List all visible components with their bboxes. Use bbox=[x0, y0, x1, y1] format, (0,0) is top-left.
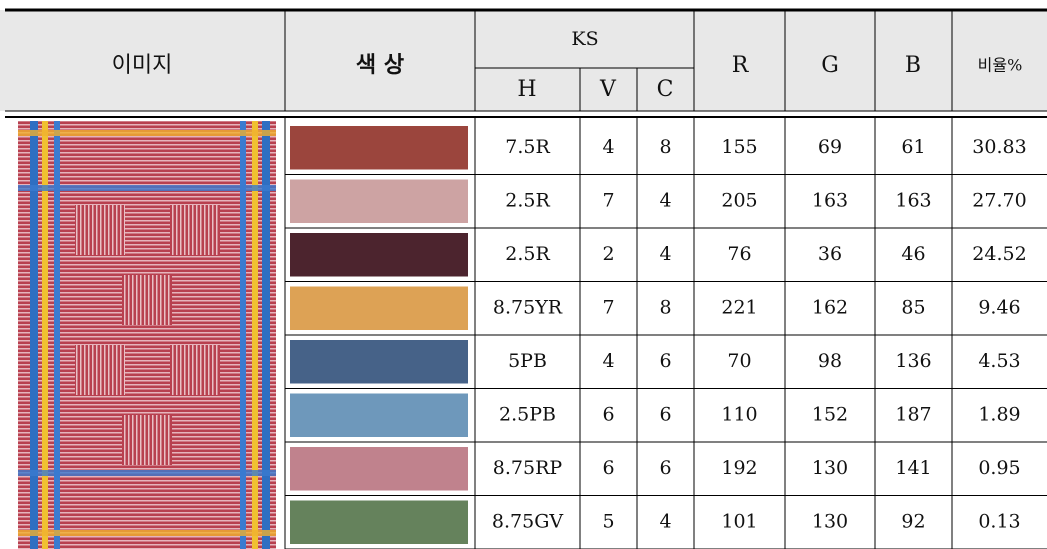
header-r: R bbox=[732, 53, 750, 78]
cell-c: 4 bbox=[659, 189, 671, 211]
cell-ratio: 0.13 bbox=[978, 510, 1020, 532]
cell-g: 98 bbox=[818, 350, 842, 372]
cell-ratio: 9.46 bbox=[978, 296, 1020, 318]
color-swatch bbox=[290, 233, 468, 277]
header-color: 색 상 bbox=[356, 53, 404, 78]
cell-b: 187 bbox=[895, 403, 931, 425]
cell-v: 7 bbox=[602, 189, 614, 211]
header-image: 이미지 bbox=[112, 53, 173, 78]
cell-h: 8.75GV bbox=[492, 510, 563, 532]
header-c: C bbox=[657, 77, 674, 102]
cell-b: 92 bbox=[901, 510, 925, 532]
header-b: B bbox=[905, 53, 921, 78]
header-ks: KS bbox=[571, 28, 598, 50]
cell-ratio: 24.52 bbox=[972, 243, 1026, 265]
cell-v: 6 bbox=[602, 457, 614, 479]
cell-ratio: 1.89 bbox=[978, 403, 1020, 425]
cell-g: 69 bbox=[818, 136, 842, 158]
cell-v: 7 bbox=[602, 296, 614, 318]
cell-g: 163 bbox=[812, 189, 848, 211]
cell-h: 5PB bbox=[508, 350, 547, 372]
header-ratio: 비율% bbox=[978, 56, 1023, 75]
cell-h: 2.5PB bbox=[499, 403, 556, 425]
cell-ratio: 27.70 bbox=[972, 189, 1026, 211]
header-g: G bbox=[821, 53, 839, 78]
color-swatch bbox=[290, 500, 468, 544]
cell-r: 70 bbox=[727, 350, 751, 372]
cell-g: 152 bbox=[812, 403, 848, 425]
cell-c: 8 bbox=[659, 296, 671, 318]
header-v: V bbox=[599, 77, 617, 102]
cell-ratio: 4.53 bbox=[978, 350, 1020, 372]
cell-b: 61 bbox=[901, 136, 925, 158]
cell-ratio: 0.95 bbox=[978, 457, 1020, 479]
color-swatch bbox=[290, 393, 468, 437]
cell-b: 163 bbox=[895, 189, 931, 211]
cell-ratio: 30.83 bbox=[972, 136, 1026, 158]
cell-h: 2.5R bbox=[505, 189, 550, 211]
cell-v: 6 bbox=[602, 403, 614, 425]
cell-b: 136 bbox=[895, 350, 931, 372]
color-swatch bbox=[290, 447, 468, 491]
cell-h: 2.5R bbox=[505, 243, 550, 265]
cell-c: 4 bbox=[659, 243, 671, 265]
cell-v: 2 bbox=[602, 243, 614, 265]
table-lines bbox=[5, 8, 1047, 118]
cell-h: 8.75YR bbox=[493, 296, 563, 318]
cell-c: 4 bbox=[659, 510, 671, 532]
cell-g: 162 bbox=[812, 296, 848, 318]
cell-r: 192 bbox=[721, 457, 757, 479]
color-swatch bbox=[290, 286, 468, 330]
cell-v: 5 bbox=[602, 510, 614, 532]
cell-h: 8.75RP bbox=[493, 457, 563, 479]
cell-v: 4 bbox=[602, 350, 614, 372]
cell-g: 130 bbox=[812, 510, 848, 532]
color-swatch bbox=[290, 179, 468, 223]
cell-c: 6 bbox=[659, 350, 671, 372]
cell-g: 130 bbox=[812, 457, 848, 479]
color-swatch bbox=[290, 126, 468, 170]
header-background bbox=[0, 10, 1047, 111]
cell-g: 36 bbox=[818, 243, 842, 265]
color-swatch bbox=[290, 340, 468, 384]
cell-h: 7.5R bbox=[505, 136, 550, 158]
textile-image bbox=[18, 121, 276, 549]
cell-c: 8 bbox=[659, 136, 671, 158]
cell-r: 221 bbox=[721, 296, 757, 318]
cell-v: 4 bbox=[602, 136, 614, 158]
header-h: H bbox=[517, 77, 536, 102]
cell-r: 155 bbox=[721, 136, 757, 158]
cell-c: 6 bbox=[659, 457, 671, 479]
cell-c: 6 bbox=[659, 403, 671, 425]
cell-r: 101 bbox=[721, 510, 757, 532]
cell-r: 205 bbox=[721, 189, 757, 211]
cell-b: 141 bbox=[895, 457, 931, 479]
cell-r: 110 bbox=[721, 403, 757, 425]
cell-r: 76 bbox=[727, 243, 751, 265]
cell-b: 85 bbox=[901, 296, 925, 318]
cell-b: 46 bbox=[901, 243, 925, 265]
